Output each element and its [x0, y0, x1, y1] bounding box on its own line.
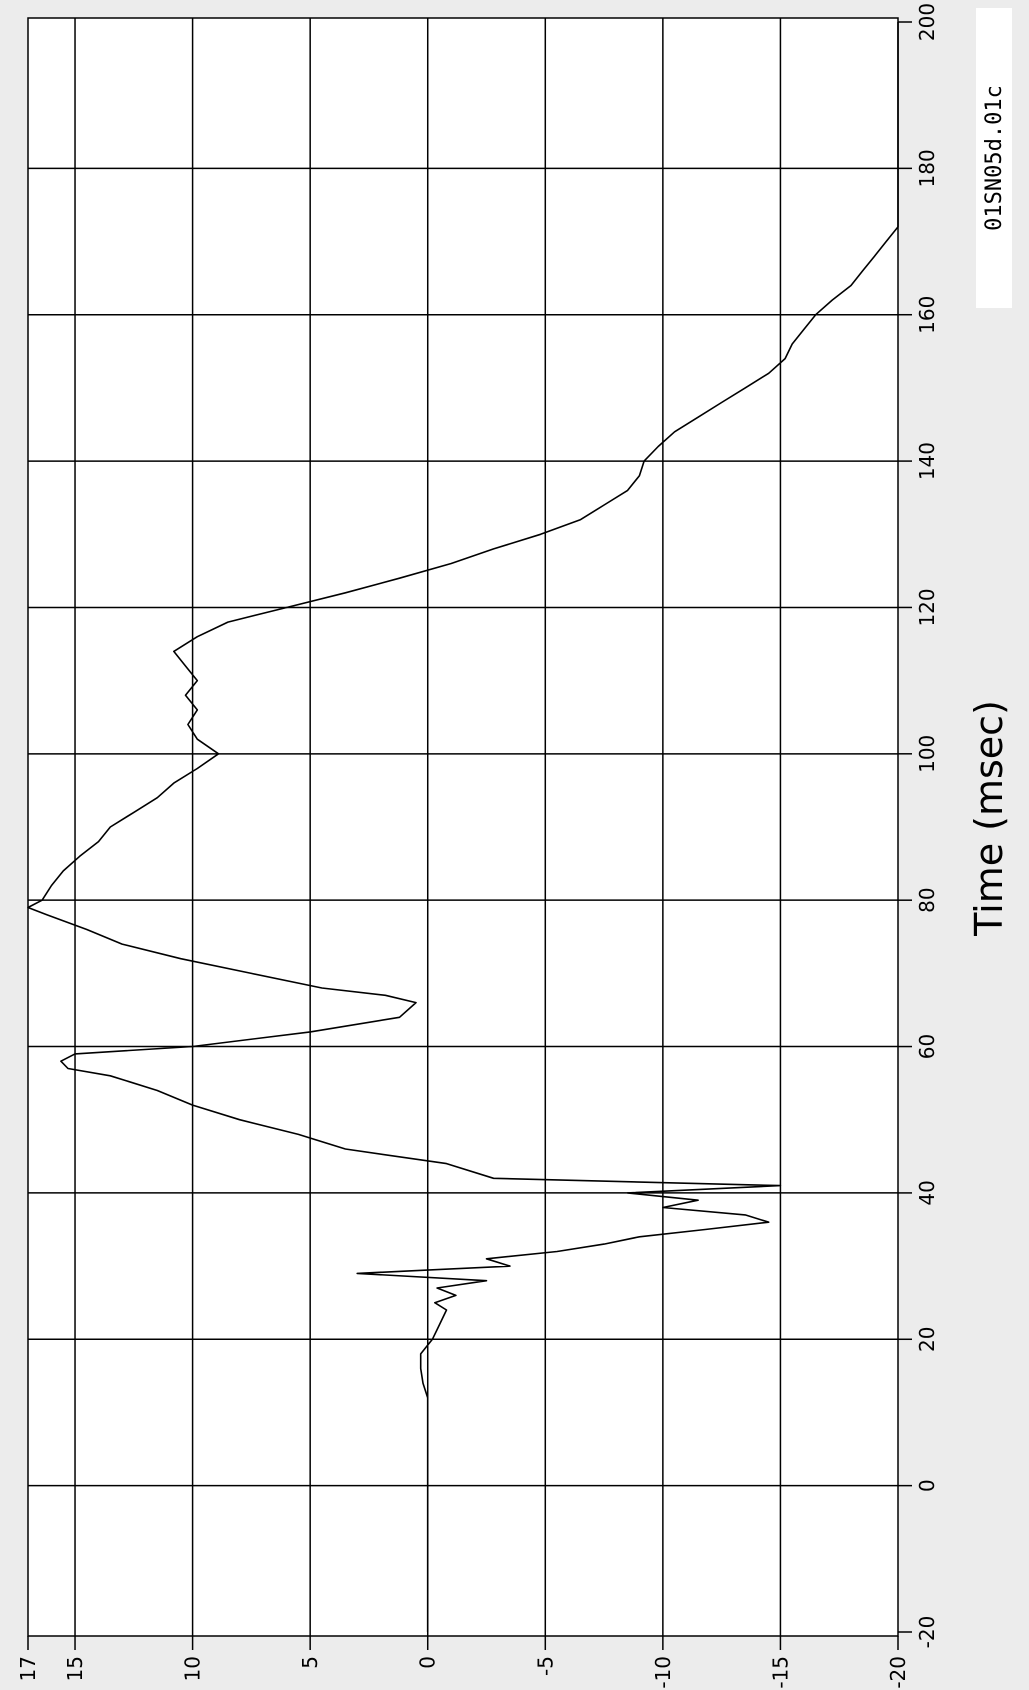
x-tick-label: 180: [915, 149, 939, 187]
x-tick-label: 40: [915, 1180, 939, 1205]
y-tick-label: -10: [651, 1656, 675, 1689]
file-label-box: [976, 8, 1012, 308]
x-tick-label: 160: [915, 296, 939, 334]
x-tick-label: 120: [915, 588, 939, 626]
x-tick-label: 0: [915, 1479, 939, 1492]
x-tick-label: 20: [915, 1327, 939, 1352]
y-tick-label: 17: [16, 1656, 40, 1681]
y-tick-label: -20: [886, 1656, 910, 1689]
series-line: [27, 22, 899, 1632]
file-label: 01SN05d.01c: [982, 85, 1007, 231]
x-tick-label: 100: [915, 735, 939, 773]
x-tick-label: 140: [915, 442, 939, 480]
y-tick-label: -5: [533, 1656, 557, 1676]
y-tick-label: 0: [416, 1656, 440, 1669]
y-tick-label: 10: [181, 1656, 205, 1681]
y-tick-label: 15: [63, 1656, 87, 1681]
x-tick-label: 200: [915, 3, 939, 41]
grid: [28, 18, 898, 1636]
tick-labels: -20020406080100120140160180200-20-15-10-…: [16, 3, 939, 1689]
y-tick-label: -15: [768, 1656, 792, 1689]
ticks: [27, 21, 912, 1650]
x-tick-label: 80: [915, 887, 939, 912]
x-tick-label: -20: [915, 1616, 939, 1649]
x-tick-label: 60: [915, 1034, 939, 1059]
x-axis-title: Time (msec): [967, 700, 1011, 937]
y-tick-label: 5: [298, 1656, 322, 1669]
plot-area: [27, 17, 899, 1637]
